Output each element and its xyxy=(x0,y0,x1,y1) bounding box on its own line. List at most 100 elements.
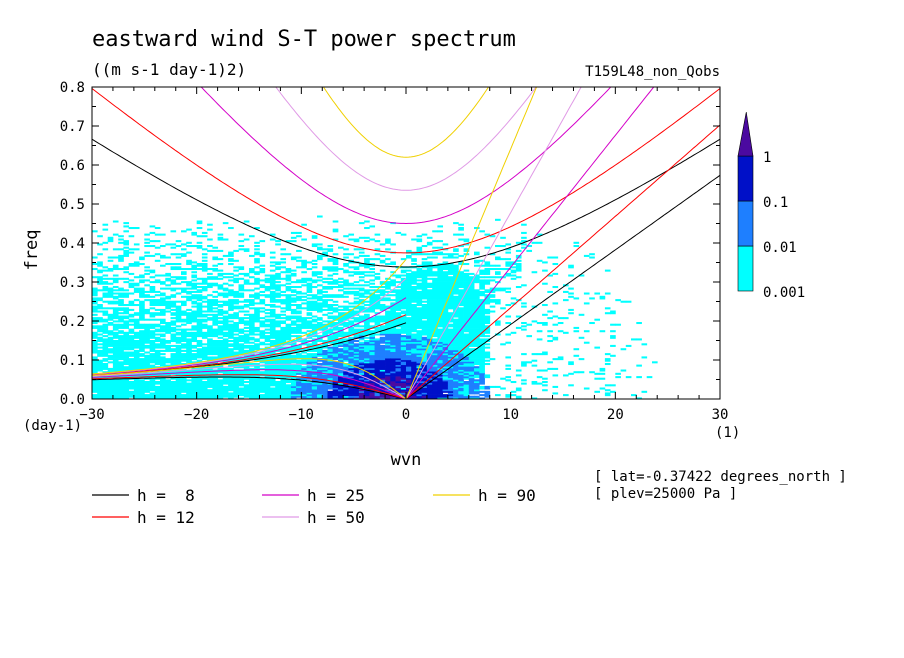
power-cell xyxy=(343,323,349,326)
power-cell xyxy=(426,335,433,338)
power-cell xyxy=(112,354,119,357)
power-cell xyxy=(201,286,208,289)
power-cell xyxy=(196,286,203,289)
power-cell xyxy=(421,359,428,362)
power-cell xyxy=(395,369,402,372)
power-cell xyxy=(327,299,334,302)
power-cell xyxy=(228,344,234,347)
power-cell xyxy=(322,331,328,334)
power-cell xyxy=(327,245,334,248)
power-cell xyxy=(437,294,444,297)
power-cell xyxy=(112,346,119,349)
power-cell xyxy=(327,364,334,367)
power-cell xyxy=(385,258,391,261)
power-cell xyxy=(165,305,171,308)
power-cell xyxy=(343,392,349,395)
power-cell xyxy=(170,320,177,323)
power-cell xyxy=(217,349,224,352)
power-cell xyxy=(463,385,470,388)
power-cell xyxy=(447,289,454,292)
power-cell xyxy=(264,361,271,364)
power-cell xyxy=(264,369,271,372)
power-cell xyxy=(186,341,192,344)
power-cell xyxy=(406,340,412,343)
power-cell xyxy=(453,266,459,269)
power-cell xyxy=(175,310,182,313)
power-cell xyxy=(249,389,255,392)
power-cell xyxy=(228,382,234,385)
power-cell xyxy=(123,292,130,295)
power-cell xyxy=(181,300,187,303)
power-cell xyxy=(311,245,318,248)
power-cell xyxy=(97,382,103,385)
power-cell xyxy=(107,336,114,339)
power-cell xyxy=(453,376,459,379)
power-cell xyxy=(275,387,281,390)
power-cell xyxy=(275,315,281,318)
power-cell xyxy=(217,353,224,356)
power-cell xyxy=(301,387,307,390)
power-cell xyxy=(102,343,109,346)
power-cell xyxy=(144,294,150,297)
power-cell xyxy=(228,367,234,370)
power-cell xyxy=(348,312,355,315)
power-cell xyxy=(406,323,412,326)
power-cell xyxy=(353,317,360,320)
power-cell xyxy=(447,286,454,289)
power-cell xyxy=(311,308,318,311)
power-cell xyxy=(222,326,229,329)
power-cell xyxy=(453,256,459,259)
power-cell xyxy=(222,377,229,380)
power-cell xyxy=(118,392,124,395)
power-cell xyxy=(118,394,124,397)
power-cell xyxy=(201,385,208,388)
power-cell xyxy=(343,377,349,380)
power-cell xyxy=(426,371,433,374)
power-cell xyxy=(160,374,166,377)
power-cell xyxy=(233,356,239,359)
power-cell xyxy=(107,389,114,392)
power-cell xyxy=(364,331,370,334)
power-cell xyxy=(228,340,234,343)
power-cell xyxy=(97,392,103,395)
power-cell xyxy=(264,279,271,282)
power-cell xyxy=(181,272,187,275)
power-cell xyxy=(400,322,407,325)
power-cell xyxy=(217,305,224,308)
power-cell xyxy=(311,235,318,238)
power-cell xyxy=(285,295,292,298)
power-cell xyxy=(395,300,402,303)
power-cell xyxy=(107,289,114,292)
power-cell xyxy=(395,292,402,295)
power-cell xyxy=(102,318,109,321)
power-cell xyxy=(379,397,386,399)
power-cell xyxy=(390,313,396,316)
power-cell xyxy=(207,277,213,280)
power-cell xyxy=(447,277,454,280)
power-cell xyxy=(144,245,150,248)
power-cell xyxy=(112,328,119,331)
power-cell xyxy=(390,351,396,354)
power-cell xyxy=(196,348,203,351)
power-cell xyxy=(411,359,417,362)
power-cell xyxy=(468,367,475,370)
power-cell xyxy=(128,344,135,347)
power-cell xyxy=(259,379,266,382)
power-cell xyxy=(332,281,339,284)
power-cell xyxy=(290,379,297,382)
power-cell xyxy=(186,333,192,336)
power-cell xyxy=(118,367,124,370)
power-cell xyxy=(149,395,156,398)
power-cell xyxy=(107,256,114,259)
power-cell xyxy=(207,381,213,384)
power-cell xyxy=(385,351,391,354)
power-cell xyxy=(149,344,156,347)
power-cell xyxy=(385,305,391,308)
power-cell xyxy=(390,325,396,328)
power-cell xyxy=(474,361,480,364)
power-cell xyxy=(453,385,459,388)
power-cell xyxy=(275,263,281,266)
power-cell xyxy=(243,363,250,366)
power-cell xyxy=(327,381,334,384)
power-cell xyxy=(400,389,407,392)
